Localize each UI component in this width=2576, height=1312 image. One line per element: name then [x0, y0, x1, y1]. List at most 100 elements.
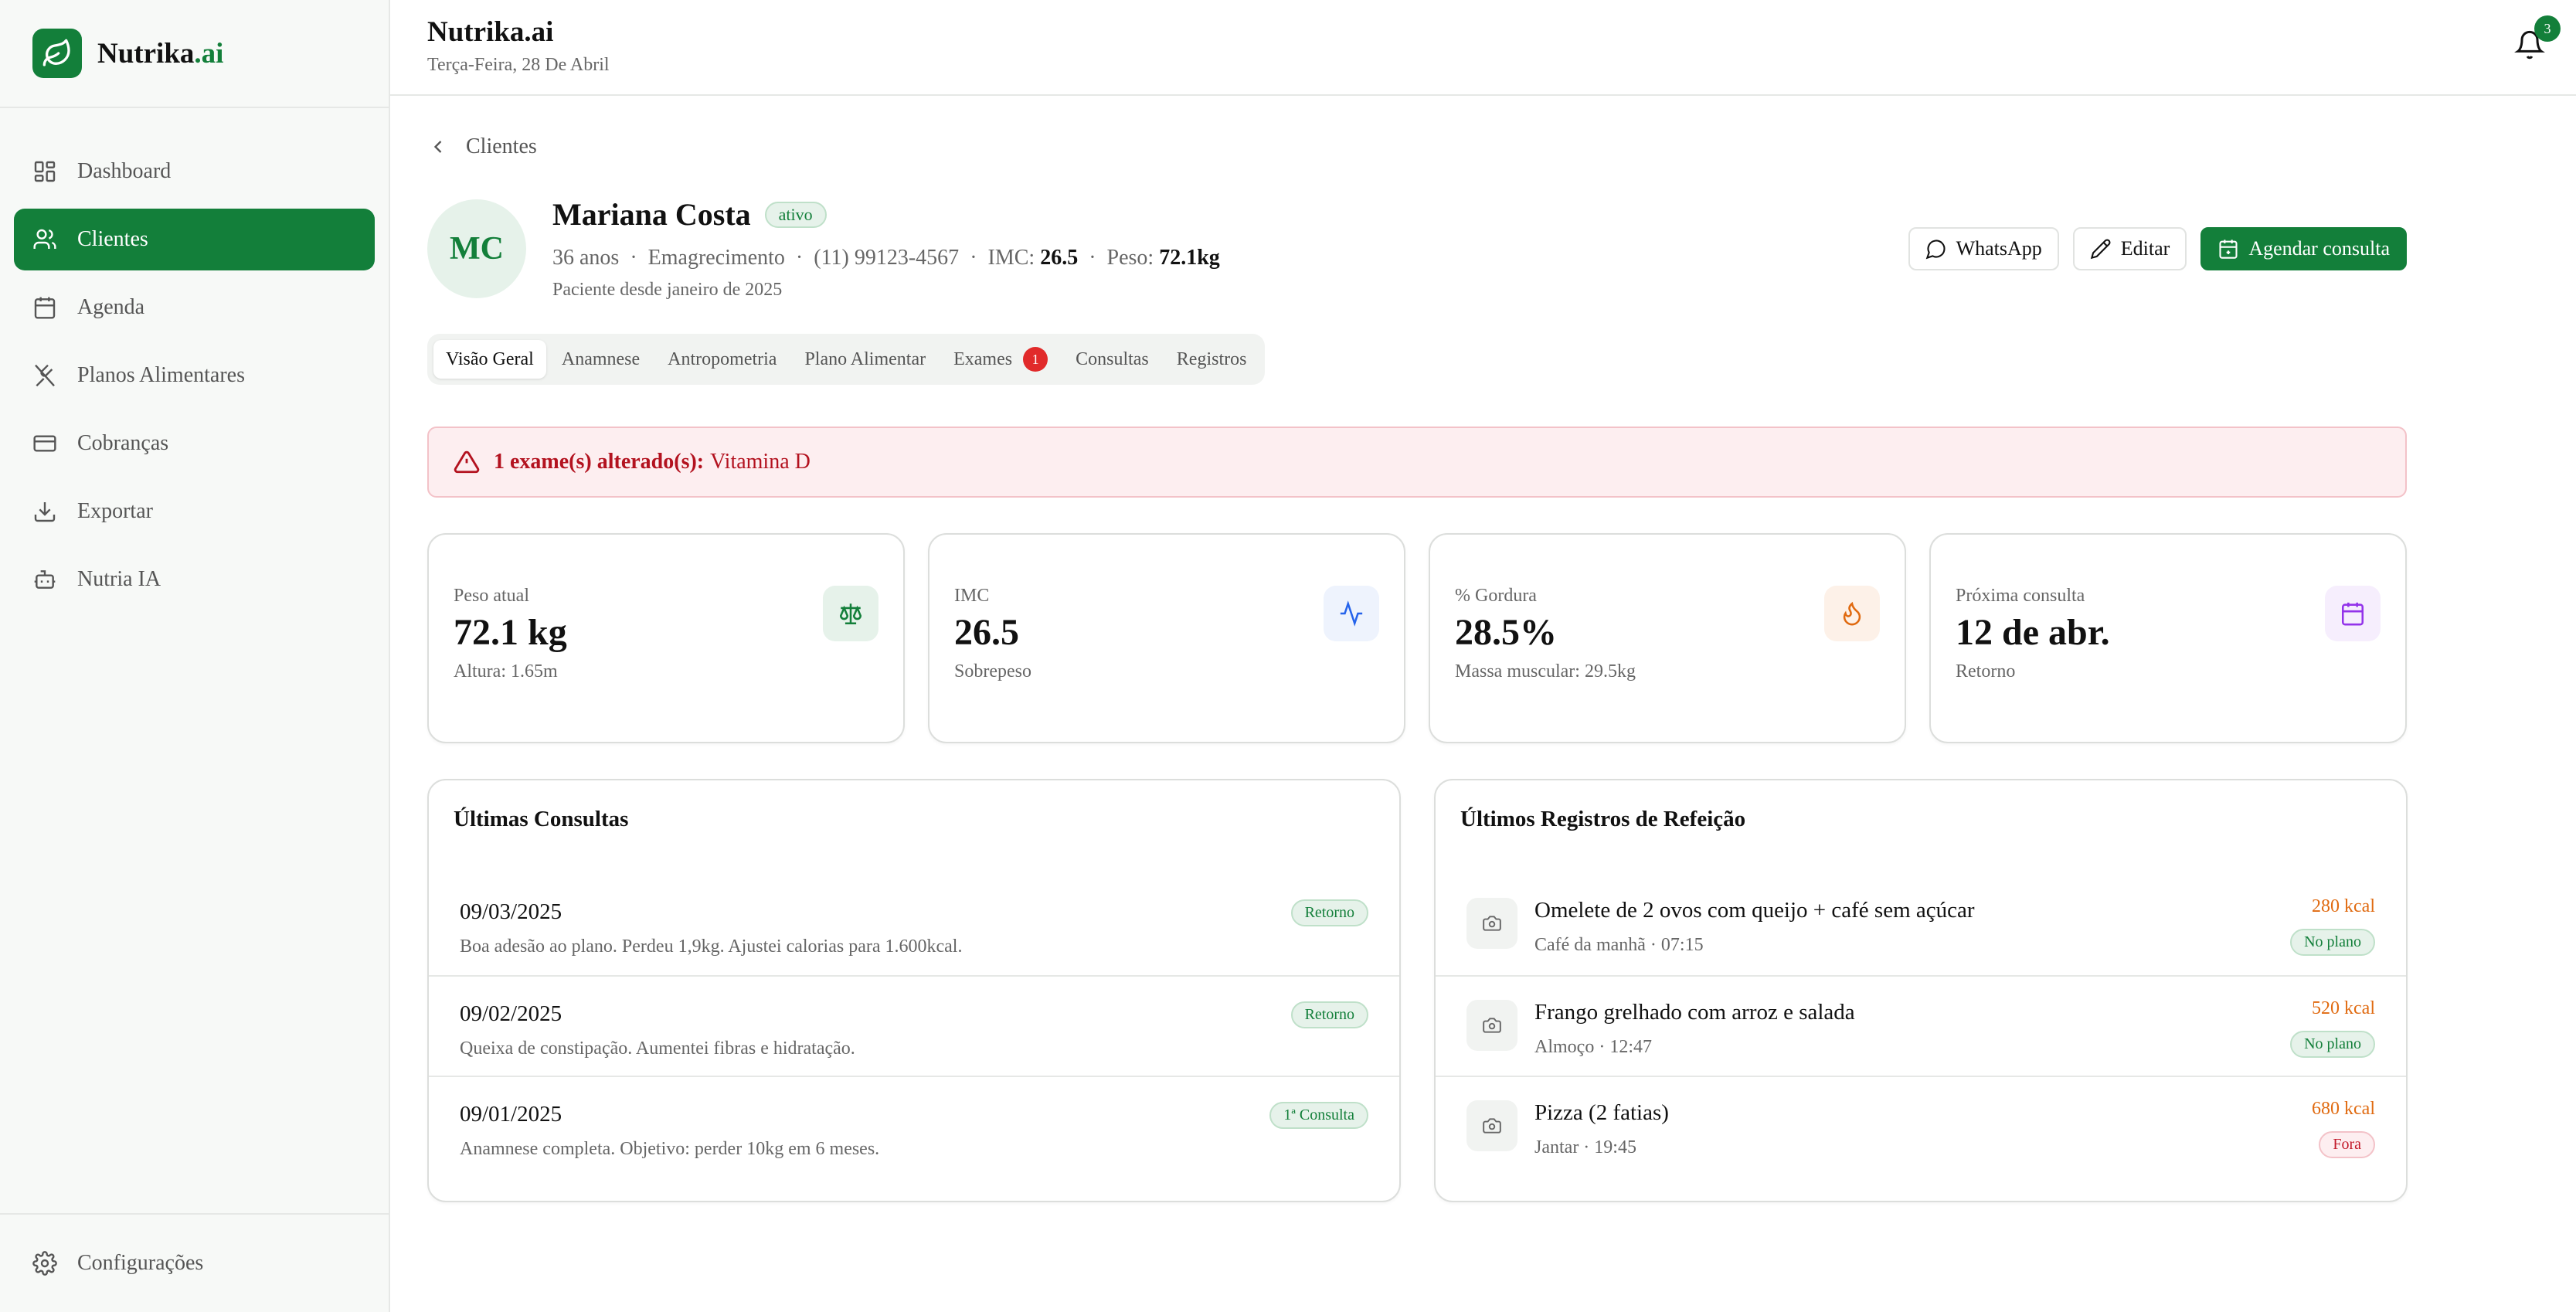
warning-triangle-icon: [454, 450, 480, 474]
meal-time: Almoço · 12:47: [1534, 1037, 1652, 1057]
camera-icon: [1466, 898, 1517, 949]
client-phone: (11) 99123-4567: [814, 246, 960, 270]
meal-row[interactable]: Frango grelhado com arroz e salada Almoç…: [1436, 975, 2406, 1076]
meal-plan-badge: No plano: [2290, 1031, 2375, 1058]
status-badge: ativo: [764, 201, 827, 228]
stat-sub: Altura: 1.65m: [454, 661, 558, 681]
client-weight-value: 72.1kg: [1159, 246, 1220, 270]
sidebar-item-cobrancas[interactable]: Cobranças: [14, 413, 375, 474]
client-weight-label: Peso:: [1106, 246, 1154, 270]
sidebar-item-agenda[interactable]: Agenda: [14, 277, 375, 338]
stat-label: Próxima consulta: [1956, 586, 2085, 606]
consultation-date: 09/01/2025: [460, 1102, 562, 1127]
sidebar-item-planos[interactable]: Planos Alimentares: [14, 345, 375, 406]
notifications-button[interactable]: [2514, 29, 2545, 60]
stat-label: % Gordura: [1455, 586, 1537, 606]
alert-text: Vitamina D: [710, 450, 811, 474]
top-header: Nutrika.ai Terça-Feira, 28 De Abril 3: [390, 0, 2576, 96]
stat-sub: Retorno: [1956, 661, 2016, 681]
credit-card-icon: [33, 435, 56, 452]
sidebar-item-configuracoes[interactable]: Configurações: [14, 1232, 375, 1294]
sidebar: Nutrika.ai Dashboard Clientes Agenda Pla…: [0, 0, 390, 1312]
bell-icon: [2514, 30, 2545, 59]
meal-row[interactable]: Omelete de 2 ovos com queijo + café sem …: [1436, 875, 2406, 975]
recent-meals-panel: Últimos Registros de Refeição Omelete de…: [1434, 779, 2408, 1202]
sidebar-item-label: Dashboard: [77, 159, 172, 183]
meal-kcal: 280 kcal: [2312, 896, 2375, 916]
stat-card-body-fat: % Gordura 28.5% Massa muscular: 29.5kg: [1429, 533, 1906, 743]
meal-time: Café da manhã · 07:15: [1534, 935, 1704, 955]
consultation-type-badge: Retorno: [1290, 1001, 1368, 1028]
meal-title: Pizza (2 fatias): [1534, 1100, 1669, 1125]
tab-consultas[interactable]: Consultas: [1076, 348, 1149, 369]
tab-visao-geral[interactable]: Visão Geral: [433, 340, 546, 379]
tab-anamnese[interactable]: Anamnese: [561, 348, 641, 369]
message-circle-icon: [1925, 240, 1946, 260]
chevron-left-icon: [433, 141, 442, 153]
brand-name: Nutrika.ai: [97, 37, 224, 70]
breadcrumb-label: Clientes: [466, 134, 537, 158]
sidebar-item-label: Planos Alimentares: [77, 363, 245, 387]
stat-value: 26.5: [954, 612, 1019, 653]
dashboard-icon: [34, 161, 56, 182]
schedule-consultation-button[interactable]: Agendar consulta: [2200, 227, 2407, 270]
consultation-note: Anamnese completa. Objetivo: perder 10kg…: [460, 1139, 880, 1159]
tab-label: Exames: [953, 348, 1013, 369]
leaf-icon: [32, 29, 82, 78]
sidebar-item-label: Nutria IA: [77, 567, 161, 591]
sidebar-item-nutria-ia[interactable]: Nutria IA: [14, 549, 375, 610]
notification-badge: 3: [2534, 15, 2561, 42]
tab-registros[interactable]: Registros: [1176, 348, 1247, 369]
recent-consultations-panel: Últimas Consultas 09/03/2025 Boa adesão …: [427, 779, 1401, 1202]
activity-icon: [1324, 586, 1379, 641]
brand[interactable]: Nutrika.ai: [0, 0, 389, 108]
client-tabs: Visão Geral Anamnese Antropometria Plano…: [427, 334, 1266, 385]
breadcrumb-back[interactable]: Clientes: [427, 134, 537, 159]
sidebar-nav: Dashboard Clientes Agenda Planos Aliment…: [0, 108, 389, 610]
sidebar-item-label: Agenda: [77, 295, 145, 319]
stat-card-weight: Peso atual 72.1 kg Altura: 1.65m: [427, 533, 905, 743]
sidebar-item-clientes[interactable]: Clientes: [14, 209, 375, 270]
client-age: 36 anos: [552, 246, 620, 270]
calendar-plus-icon: [2219, 240, 2238, 259]
stat-label: Peso atual: [454, 586, 529, 606]
consultation-row[interactable]: 09/02/2025 Queixa de constipação. Aument…: [429, 975, 1399, 1076]
meal-row[interactable]: Pizza (2 fatias) Jantar · 19:45 680 kcal…: [1436, 1076, 2406, 1176]
client-imc-label: IMC:: [987, 246, 1035, 270]
calendar-icon: [34, 297, 56, 319]
client-meta: 36 anos · Emagrecimento · (11) 99123-4567 · IM…: [552, 246, 1220, 270]
tab-plano-alimentar[interactable]: Plano Alimentar: [804, 348, 926, 369]
camera-icon: [1466, 1100, 1517, 1151]
consultation-date: 09/02/2025: [460, 1001, 562, 1026]
whatsapp-button[interactable]: WhatsApp: [1908, 227, 2059, 270]
stat-label: IMC: [954, 586, 990, 606]
consultation-type-badge: 1ª Consulta: [1269, 1102, 1368, 1129]
panel-title: Últimas Consultas: [454, 807, 629, 831]
exames-badge: 1: [1023, 347, 1048, 372]
client-imc-value: 26.5: [1040, 246, 1079, 270]
consultation-row[interactable]: 09/01/2025 Anamnese completa. Objetivo: …: [429, 1076, 1399, 1176]
meal-kcal: 520 kcal: [2312, 998, 2375, 1018]
current-date: Terça-Feira, 28 De Abril: [427, 55, 610, 75]
sidebar-item-dashboard[interactable]: Dashboard: [14, 141, 375, 202]
sidebar-item-label: Exportar: [77, 499, 153, 523]
panel-title: Últimos Registros de Refeição: [1460, 807, 1746, 831]
bot-icon: [34, 570, 56, 589]
scale-icon: [823, 586, 878, 641]
tab-antropometria[interactable]: Antropometria: [668, 348, 777, 369]
camera-icon: [1466, 1000, 1517, 1051]
client-goal: Emagrecimento: [647, 246, 785, 270]
sidebar-item-label: Clientes: [77, 227, 148, 251]
stats-row: Peso atual 72.1 kg Altura: 1.65m IMC 26.…: [427, 533, 2407, 743]
client-name: Mariana Costa: [552, 197, 751, 232]
meal-time: Jantar · 19:45: [1534, 1137, 1636, 1157]
consultation-note: Boa adesão ao plano. Perdeu 1,9kg. Ajust…: [460, 936, 963, 957]
meal-plan-badge: No plano: [2290, 929, 2375, 956]
meal-plan-badge: Fora: [2319, 1131, 2375, 1158]
edit-button[interactable]: Editar: [2072, 227, 2187, 270]
client-actions: WhatsApp Editar Agendar consulta: [1908, 227, 2407, 270]
tab-exames[interactable]: Exames 1: [941, 340, 1060, 379]
consultation-row[interactable]: 09/03/2025 Boa adesão ao plano. Perdeu 1…: [429, 875, 1399, 975]
consultation-date: 09/03/2025: [460, 899, 562, 924]
sidebar-item-exportar[interactable]: Exportar: [14, 481, 375, 542]
